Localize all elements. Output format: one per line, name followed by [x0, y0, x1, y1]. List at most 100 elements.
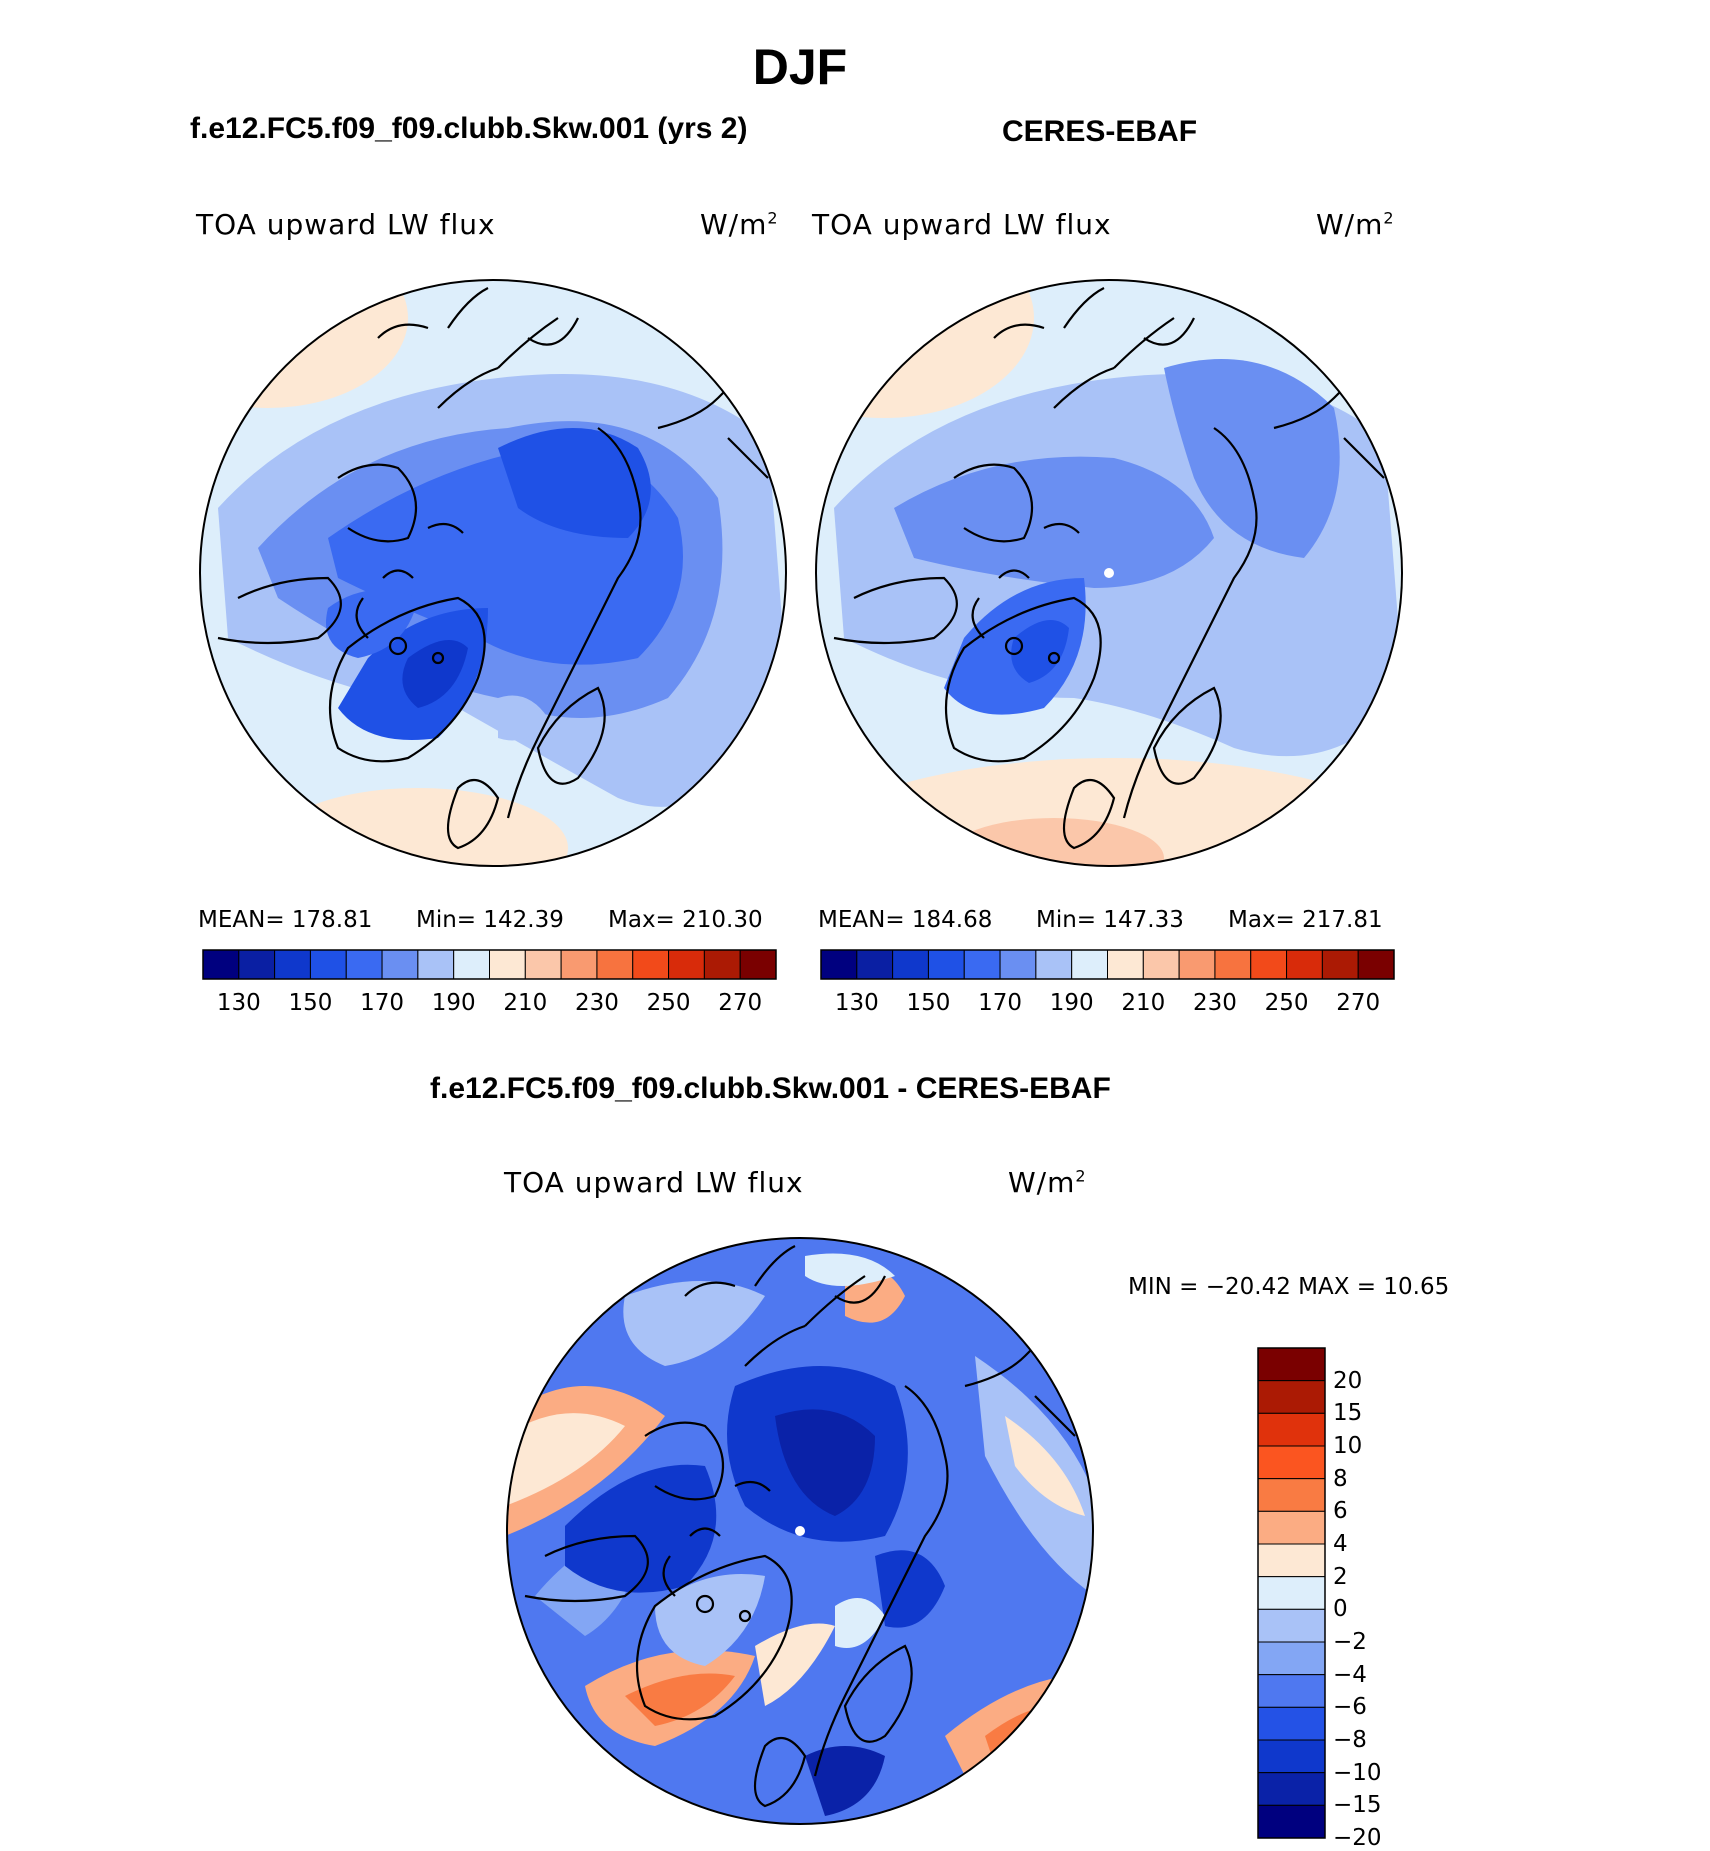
diff-panel-variable: TOA upward LW flux — [504, 1166, 804, 1199]
left-panel-subtitle: f.e12.FC5.f09_f09.clubb.Skw.001 (yrs 2) — [190, 112, 748, 145]
left-panel-units: W/m2 — [700, 208, 779, 241]
diff-colorbar-label: −4 — [1333, 1661, 1367, 1688]
right-colorbar-label: 210 — [1121, 990, 1166, 1016]
left-colorbar-swatch — [489, 949, 526, 980]
left-colorbar-label: 250 — [646, 990, 691, 1016]
right-colorbar-swatch — [999, 949, 1037, 980]
right-colorbar-swatch — [1250, 949, 1288, 980]
diff-colorbar-label: 6 — [1333, 1498, 1348, 1525]
left-colorbar-swatch — [632, 949, 670, 980]
diff-colorbar-swatch — [1257, 1478, 1326, 1512]
right-panel-variable: TOA upward LW flux — [812, 208, 1112, 241]
left-colorbar-swatch — [524, 949, 562, 980]
diff-colorbar-swatch — [1257, 1445, 1326, 1480]
left-colorbar-swatch — [381, 949, 419, 980]
right-colorbar-swatch — [1321, 949, 1359, 980]
diff-colorbar-label: 4 — [1333, 1531, 1348, 1557]
left-colorbar-swatch — [274, 949, 311, 980]
left-colorbar-swatch — [703, 949, 741, 980]
diff-colorbar-swatch — [1257, 1674, 1326, 1708]
diff-colorbar-swatch — [1257, 1576, 1326, 1610]
diff-panel-subtitle: f.e12.FC5.f09_f09.clubb.Skw.001 - CERES-… — [430, 1072, 1111, 1105]
left-colorbar-swatch — [668, 949, 705, 980]
right-colorbar-swatch — [1107, 949, 1144, 980]
right-colorbar-swatch — [1178, 949, 1216, 980]
diff-colorbar-label: −20 — [1333, 1825, 1382, 1851]
diff-colorbar-swatch — [1257, 1772, 1326, 1806]
diff-polar-map — [506, 1237, 1094, 1825]
left-colorbar-swatch — [739, 949, 777, 980]
left-colorbar-label: 130 — [216, 990, 261, 1016]
right-colorbar — [820, 949, 1395, 980]
left-colorbar-swatch — [560, 949, 598, 980]
right-colorbar-label: 130 — [834, 990, 879, 1016]
left-colorbar-swatch — [345, 949, 383, 980]
right-colorbar-swatch — [963, 949, 1001, 980]
left-colorbar-label: 170 — [360, 990, 405, 1016]
right-colorbar-swatch — [892, 949, 929, 980]
diff-panel-stats: MIN = −20.42 MAX = 10.65 — [1128, 1274, 1450, 1300]
left-colorbar-swatch — [596, 949, 634, 980]
diff-colorbar-label: −2 — [1333, 1629, 1367, 1655]
left-colorbar-swatch — [453, 949, 490, 980]
right-colorbar-swatch — [1035, 949, 1073, 980]
diff-colorbar-label: −10 — [1333, 1759, 1382, 1786]
diff-colorbar-swatch — [1257, 1706, 1326, 1741]
diff-panel-units: W/m2 — [1008, 1166, 1087, 1199]
left-colorbar — [202, 949, 777, 980]
right-colorbar-swatch — [1142, 949, 1180, 980]
right-polar-map — [815, 279, 1403, 867]
left-colorbar-label: 190 — [431, 990, 476, 1016]
right-colorbar-swatch — [1214, 949, 1252, 980]
diff-colorbar-swatch — [1257, 1347, 1326, 1382]
right-colorbar-label: 170 — [978, 990, 1023, 1016]
right-colorbar-label: 230 — [1192, 990, 1237, 1016]
diff-colorbar-swatch — [1257, 1510, 1326, 1545]
diff-colorbar-label: −8 — [1333, 1727, 1367, 1753]
left-stats-max: Max= 210.30 — [608, 907, 763, 933]
diff-colorbar-swatch — [1257, 1739, 1326, 1774]
diff-colorbar-swatch — [1257, 1543, 1326, 1578]
right-colorbar-label: 150 — [906, 990, 951, 1016]
left-polar-map — [199, 279, 787, 867]
right-colorbar-label: 190 — [1049, 990, 1094, 1016]
diff-colorbar-swatch — [1257, 1641, 1326, 1676]
left-colorbar-label: 150 — [288, 990, 333, 1016]
right-colorbar-swatch — [1286, 949, 1323, 980]
diff-colorbar — [1257, 1347, 1326, 1839]
diff-colorbar-label: −6 — [1333, 1694, 1367, 1721]
left-colorbar-label: 270 — [718, 990, 763, 1016]
right-stats-min: Min= 147.33 — [1036, 907, 1184, 933]
left-colorbar-swatch — [202, 949, 240, 980]
right-stats-max: Max= 217.81 — [1228, 907, 1383, 933]
right-panel-units: W/m2 — [1316, 208, 1395, 241]
diff-colorbar-label: −15 — [1333, 1792, 1382, 1819]
diff-colorbar-swatch — [1257, 1380, 1326, 1414]
right-stats-mean: MEAN= 184.68 — [818, 907, 993, 933]
right-colorbar-swatch — [1071, 949, 1108, 980]
diff-colorbar-swatch — [1257, 1804, 1326, 1839]
diff-colorbar-swatch — [1257, 1412, 1326, 1447]
diff-colorbar-label: 8 — [1333, 1465, 1348, 1492]
figure-title: DJF — [752, 39, 848, 95]
left-stats-mean: MEAN= 178.81 — [198, 907, 373, 933]
diff-colorbar-label: 10 — [1333, 1433, 1363, 1459]
left-panel-variable: TOA upward LW flux — [196, 208, 496, 241]
left-colorbar-swatch — [417, 949, 455, 980]
right-panel-subtitle: CERES-EBAF — [1002, 115, 1198, 148]
right-colorbar-swatch — [927, 949, 965, 980]
diff-colorbar-label: 0 — [1333, 1596, 1348, 1623]
diff-colorbar-label: 20 — [1333, 1367, 1363, 1394]
right-colorbar-label: 250 — [1264, 990, 1309, 1016]
left-colorbar-swatch — [238, 949, 276, 980]
left-colorbar-label: 210 — [503, 990, 548, 1016]
left-stats-min: Min= 142.39 — [416, 907, 564, 933]
right-colorbar-swatch — [1357, 949, 1395, 980]
left-colorbar-label: 230 — [574, 990, 619, 1016]
diff-colorbar-label: 15 — [1333, 1400, 1363, 1427]
right-colorbar-swatch — [820, 949, 858, 980]
right-colorbar-swatch — [856, 949, 894, 980]
left-colorbar-swatch — [309, 949, 347, 980]
diff-colorbar-label: 2 — [1333, 1563, 1348, 1590]
right-colorbar-label: 270 — [1336, 990, 1381, 1016]
